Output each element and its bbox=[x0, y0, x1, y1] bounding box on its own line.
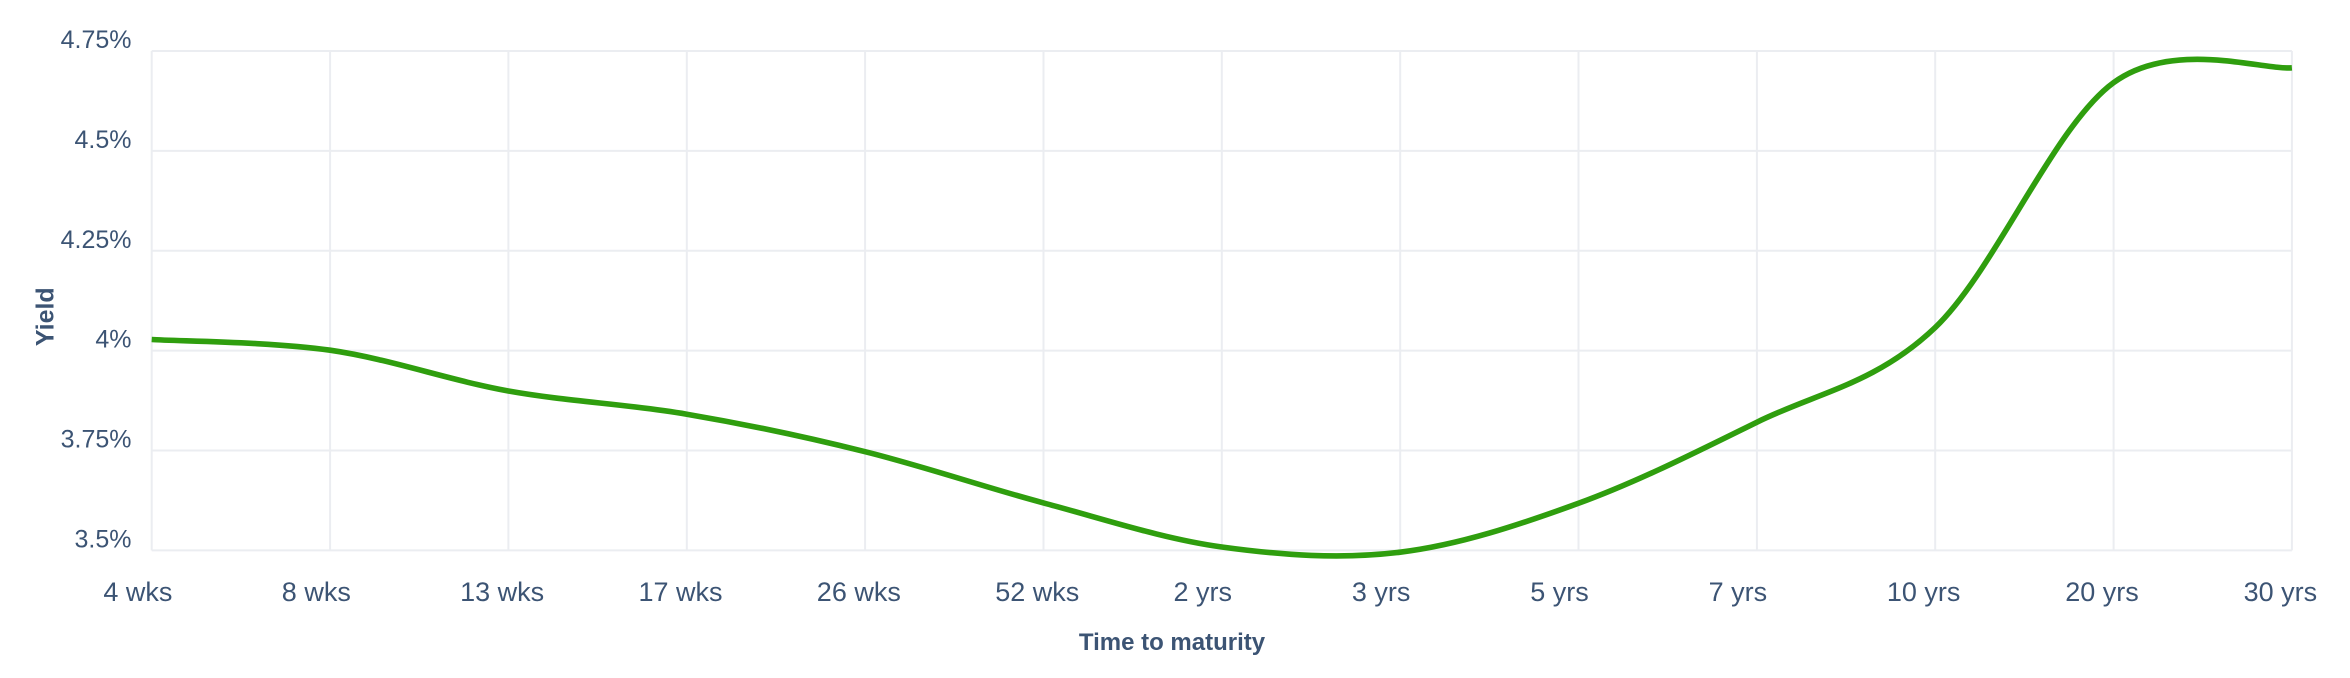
svg-text:30 yrs: 30 yrs bbox=[2244, 577, 2318, 607]
svg-text:4.75%: 4.75% bbox=[61, 26, 132, 54]
svg-text:8 wks: 8 wks bbox=[282, 577, 351, 607]
svg-text:3 yrs: 3 yrs bbox=[1352, 577, 1411, 607]
svg-text:3.5%: 3.5% bbox=[75, 525, 132, 553]
svg-text:5 yrs: 5 yrs bbox=[1530, 577, 1589, 607]
svg-text:10 yrs: 10 yrs bbox=[1887, 577, 1961, 607]
svg-text:17 wks: 17 wks bbox=[639, 577, 723, 607]
svg-text:7 yrs: 7 yrs bbox=[1709, 577, 1768, 607]
svg-text:4.25%: 4.25% bbox=[61, 226, 132, 254]
svg-text:4%: 4% bbox=[95, 326, 131, 354]
svg-text:20 yrs: 20 yrs bbox=[2065, 577, 2139, 607]
svg-text:4 wks: 4 wks bbox=[103, 577, 172, 607]
svg-text:Yield: Yield bbox=[32, 287, 60, 346]
svg-text:2 yrs: 2 yrs bbox=[1174, 577, 1233, 607]
svg-text:Time to maturity: Time to maturity bbox=[1079, 629, 1266, 656]
svg-text:13 wks: 13 wks bbox=[460, 577, 544, 607]
svg-text:4.5%: 4.5% bbox=[75, 126, 132, 154]
svg-text:26 wks: 26 wks bbox=[817, 577, 901, 607]
svg-text:52 wks: 52 wks bbox=[995, 577, 1079, 607]
svg-text:3.75%: 3.75% bbox=[61, 426, 132, 454]
